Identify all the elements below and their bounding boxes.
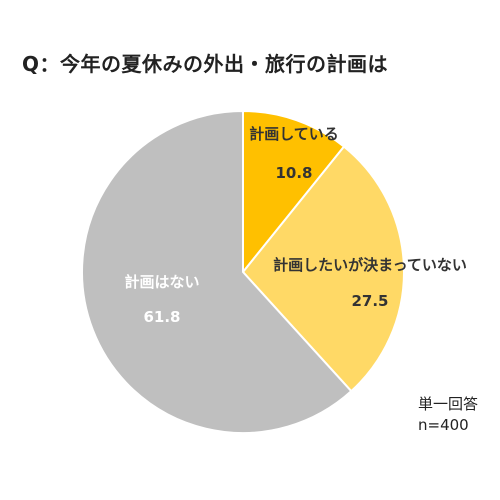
slice-undecided	[242, 145, 405, 393]
value-planning: 10.8	[275, 164, 312, 182]
chart-title: Q：今年の夏休みの外出・旅行の計画は	[22, 52, 389, 76]
value-no-plan: 61.8	[143, 308, 180, 326]
slice-planning	[242, 110, 345, 273]
sample-size-note: n=400	[418, 416, 469, 434]
label-no-plan: 計画はない	[124, 273, 199, 291]
response-type-note: 単一回答	[418, 395, 479, 413]
slice-no-plan	[81, 110, 353, 434]
label-planning: 計画している	[249, 125, 339, 143]
label-undecided: 計画したいが決まっていない	[273, 256, 467, 274]
value-undecided: 27.5	[351, 292, 388, 310]
